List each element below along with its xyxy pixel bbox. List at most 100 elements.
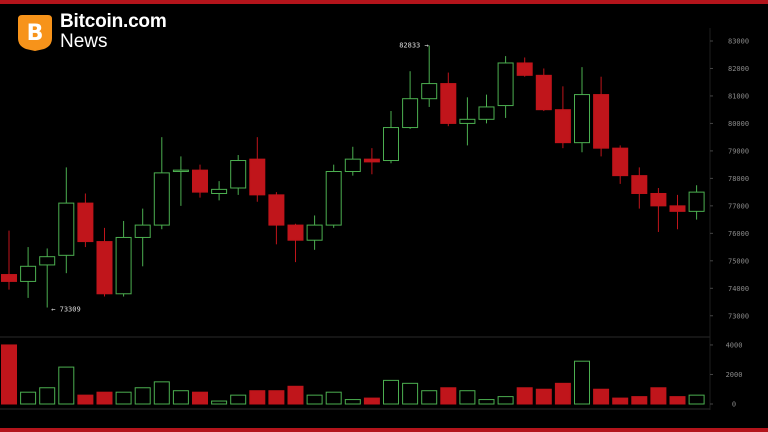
- volume-bar: [554, 382, 571, 405]
- candle-body: [153, 172, 170, 226]
- volume-bar: [631, 396, 648, 405]
- candle-body: [20, 265, 37, 282]
- price-annotation: ← 73309: [51, 305, 81, 313]
- volume-bar: [688, 394, 705, 405]
- volume-bar: [593, 388, 610, 405]
- volume-bar: [39, 387, 56, 405]
- volume-bar: [115, 391, 132, 405]
- price-tick-label: 79000: [728, 147, 749, 155]
- volume-bar: [172, 390, 189, 405]
- price-tick-label: 77000: [728, 202, 749, 210]
- price-tick-label: 83000: [728, 37, 749, 45]
- candle-body: [612, 147, 629, 177]
- candle-body: [497, 62, 514, 107]
- candle-body: [574, 94, 590, 144]
- candle-body: [115, 236, 132, 295]
- volume-bar: [134, 387, 151, 405]
- volume-bar: [478, 399, 495, 405]
- brand-subtitle: News: [60, 31, 108, 52]
- volume-bar: [516, 387, 533, 405]
- candle-body: [363, 158, 380, 163]
- volume-bar: [669, 396, 686, 405]
- candle-body: [96, 241, 113, 295]
- candle-body: [631, 175, 648, 194]
- volume-bar: [497, 396, 514, 405]
- candle-body: [650, 192, 667, 207]
- volume-bar: [268, 390, 285, 405]
- volume-bar: [325, 391, 342, 405]
- chart-grid: [0, 28, 711, 410]
- volume-bars: [1, 344, 705, 405]
- candle-body: [306, 224, 323, 241]
- candle-body: [688, 191, 705, 212]
- candle-body: [669, 205, 686, 212]
- volume-bar: [612, 397, 629, 405]
- price-tick-label: 75000: [728, 257, 749, 265]
- volume-bar: [249, 390, 266, 405]
- candle-body: [440, 83, 457, 124]
- volume-bar: [574, 360, 590, 405]
- candle-body: [402, 98, 419, 129]
- price-tick-label: 82000: [728, 65, 749, 73]
- logo-glyph: B: [27, 21, 44, 46]
- candle-body: [554, 109, 571, 144]
- candle-body: [535, 74, 552, 111]
- volume-bar: [535, 388, 552, 405]
- volume-bar: [58, 366, 75, 405]
- volume-bar: [421, 390, 438, 405]
- price-tick-label: 76000: [728, 230, 749, 238]
- volume-tick-label: 2000: [726, 371, 743, 379]
- candle-body: [249, 158, 266, 196]
- volume-tick-label: 0: [732, 401, 736, 409]
- candle-body: [593, 94, 610, 149]
- volume-bar: [344, 399, 361, 405]
- candle-body: [459, 118, 476, 124]
- volume-bar: [402, 382, 419, 405]
- candle-body: [211, 188, 228, 194]
- price-annotation: 82833 →: [399, 42, 429, 50]
- volume-bar: [459, 390, 476, 405]
- volume-bar: [287, 385, 304, 405]
- volume-bar: [306, 394, 323, 405]
- candle-body: [134, 224, 151, 238]
- volume-bar: [383, 379, 399, 405]
- candles: [1, 45, 705, 308]
- volume-bar: [211, 400, 228, 405]
- annotations: 82833 → ← 73309: [51, 42, 429, 314]
- volume-bar: [192, 391, 208, 405]
- bottom-frame-bar: [0, 428, 768, 432]
- volume-bar: [440, 387, 457, 405]
- brand-header: B Bitcoin.com News: [16, 12, 167, 51]
- candle-body: [77, 202, 94, 243]
- candle-body: [383, 127, 399, 162]
- volume-bar: [77, 394, 94, 405]
- price-tick-label: 74000: [728, 285, 749, 293]
- price-tick-label: 81000: [728, 92, 749, 100]
- candle-body: [268, 194, 285, 226]
- candle-body: [1, 274, 17, 282]
- volume-tick-label: 4000: [726, 341, 743, 349]
- candle-body: [478, 106, 495, 120]
- candle-body: [172, 169, 189, 173]
- volume-bar: [230, 394, 247, 405]
- candle-body: [230, 160, 247, 189]
- volume-bar: [96, 391, 113, 405]
- candle-body: [58, 202, 75, 256]
- volume-bar: [1, 344, 17, 405]
- candle-body: [516, 62, 533, 76]
- candle-body: [344, 158, 361, 173]
- volume-bar: [363, 397, 380, 405]
- brand-name: Bitcoin.com: [60, 11, 167, 32]
- volume-bar: [20, 391, 37, 405]
- price-tick-label: 80000: [728, 120, 749, 128]
- top-frame-bar: [0, 0, 768, 4]
- bitcoin-logo-icon: B: [18, 14, 52, 51]
- price-tick-label: 78000: [728, 175, 749, 183]
- price-axis: 73000 74000 75000 76000 77000 78000 79000 80000…: [710, 37, 749, 409]
- candle-body: [421, 83, 438, 100]
- candle-body: [287, 224, 304, 241]
- candle-body: [39, 256, 56, 266]
- volume-bar: [650, 387, 667, 405]
- candle-body: [192, 169, 208, 193]
